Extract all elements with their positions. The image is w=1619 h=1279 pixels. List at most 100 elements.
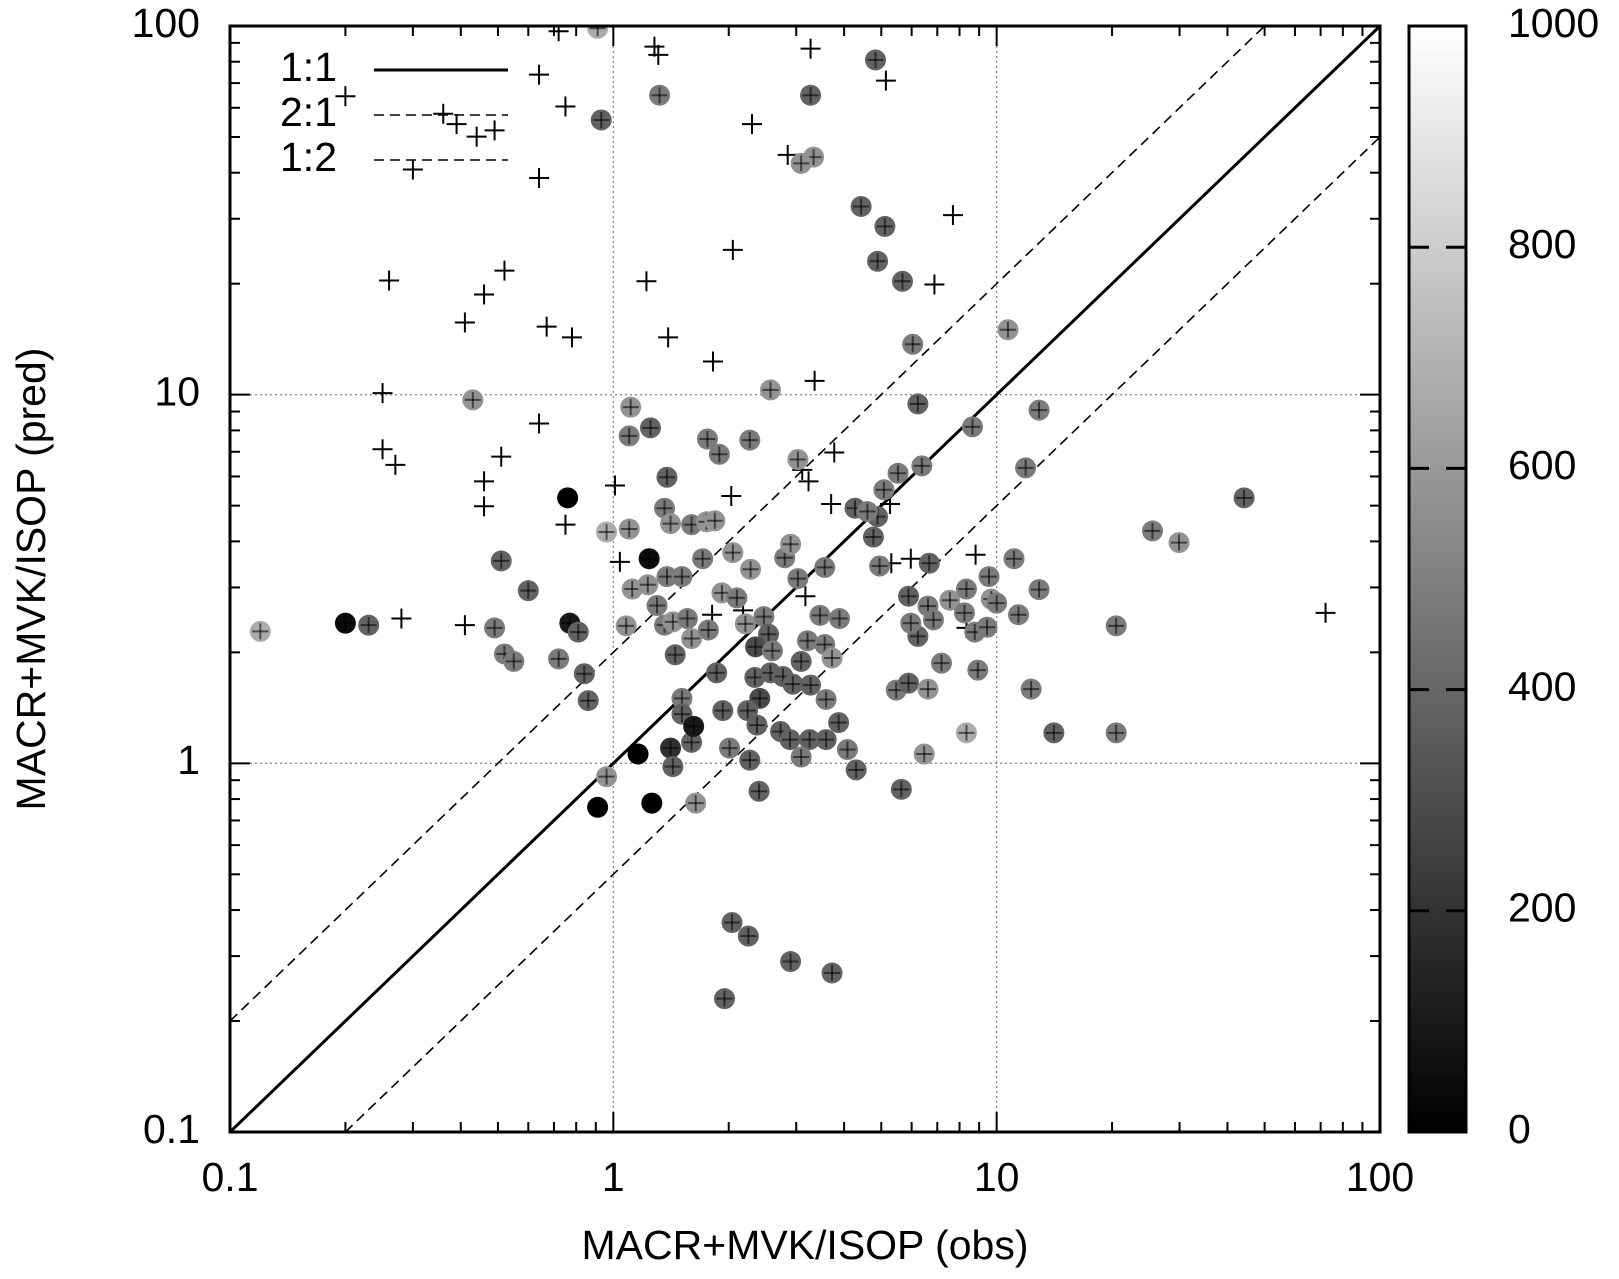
x-tick-label: 0.1 — [202, 1154, 259, 1200]
circle-point — [573, 663, 595, 685]
circle-point — [867, 250, 889, 272]
circle-point — [683, 715, 705, 737]
x-tick-label: 10 — [974, 1154, 1020, 1200]
colorbar — [1407, 24, 1468, 1134]
cross-point — [474, 471, 495, 492]
circle-point — [900, 612, 922, 634]
circle-point — [618, 518, 640, 540]
circle-point — [890, 778, 912, 800]
cross-point — [777, 144, 798, 165]
cross-point — [800, 38, 821, 59]
circle-point — [911, 455, 933, 477]
circle-point — [787, 568, 809, 590]
circle-point — [976, 616, 998, 638]
circle-point — [697, 619, 719, 641]
circle-point — [913, 743, 935, 765]
circle-point — [828, 608, 850, 630]
cross-point — [529, 64, 550, 85]
circle-point — [748, 780, 770, 802]
circle-point — [548, 648, 570, 670]
circle-point — [898, 585, 920, 607]
circle-point — [1007, 604, 1029, 626]
circle-point — [649, 84, 671, 106]
cross-point — [636, 271, 657, 292]
colorbar-tick-label: 800 — [1508, 221, 1576, 267]
circle-point — [997, 319, 1019, 341]
circle-point — [931, 652, 953, 674]
cross-point — [821, 494, 842, 515]
circle-point — [656, 466, 678, 488]
cross-point — [804, 370, 825, 391]
circle-point — [745, 636, 767, 658]
circle-point — [1043, 722, 1065, 744]
cross-point — [555, 96, 576, 117]
circle-point — [739, 749, 761, 771]
circle-point — [1020, 678, 1042, 700]
circle-point — [627, 743, 649, 765]
circle-point — [962, 416, 984, 438]
circle-point — [662, 756, 684, 778]
circle-point — [799, 729, 821, 751]
cross-point — [824, 442, 845, 463]
circle-point — [780, 533, 802, 555]
circle-point — [917, 678, 939, 700]
circle-point — [596, 521, 618, 543]
y-tick-label: 0.1 — [143, 1106, 200, 1152]
cross-point — [924, 274, 945, 295]
circle-point — [596, 766, 618, 788]
circle-point — [638, 548, 660, 570]
circle-point — [706, 662, 728, 684]
x-tick-label: 100 — [1346, 1154, 1414, 1200]
circle-point — [761, 640, 783, 662]
circle-point — [676, 608, 698, 630]
circle-point — [714, 988, 736, 1010]
cross-point — [965, 544, 986, 565]
circle-point — [490, 550, 512, 572]
cross-point — [604, 475, 625, 496]
circle-point — [712, 700, 734, 722]
circle-point — [862, 526, 884, 548]
circle-point — [681, 628, 703, 650]
circle-point — [1105, 722, 1127, 744]
cross-point — [372, 439, 393, 460]
cross-point — [900, 548, 921, 569]
circle-point — [865, 49, 887, 71]
cross-point — [335, 86, 356, 107]
circle-point — [721, 912, 743, 934]
circle-point — [517, 580, 539, 602]
circle-point — [790, 746, 812, 768]
circle-point — [484, 617, 506, 639]
colorbar-tick-label: 200 — [1508, 885, 1576, 931]
circle-point — [790, 152, 812, 174]
circle-point — [782, 673, 804, 695]
circle-point — [660, 513, 682, 535]
x-axis-label: MACR+MVK/ISOP (obs) — [582, 1222, 1029, 1268]
circle-point — [787, 449, 809, 471]
cross-point — [466, 126, 487, 147]
circle-point — [922, 609, 944, 631]
cross-point — [529, 413, 550, 434]
circle-point — [708, 443, 730, 465]
cross-point — [648, 44, 669, 65]
reference-line — [344, 136, 1380, 1132]
circle-point — [759, 379, 781, 401]
cross-point — [658, 327, 679, 348]
cross-point — [379, 270, 400, 291]
circle-point — [664, 644, 686, 666]
circle-point — [671, 566, 693, 588]
circle-point — [660, 737, 682, 759]
cross-point — [491, 446, 512, 467]
cross-point — [494, 260, 515, 281]
cross-point — [391, 608, 412, 629]
circle-point — [577, 690, 599, 712]
circle-point — [892, 270, 914, 292]
colorbar-tick-label: 400 — [1508, 663, 1576, 709]
plot-frame — [228, 24, 1382, 1134]
circle-point — [646, 594, 668, 616]
circle-point — [618, 425, 640, 447]
plot-area — [230, 26, 1380, 1132]
reference-line — [230, 26, 1266, 1022]
cross-point — [529, 167, 550, 188]
circle-point — [567, 621, 589, 643]
